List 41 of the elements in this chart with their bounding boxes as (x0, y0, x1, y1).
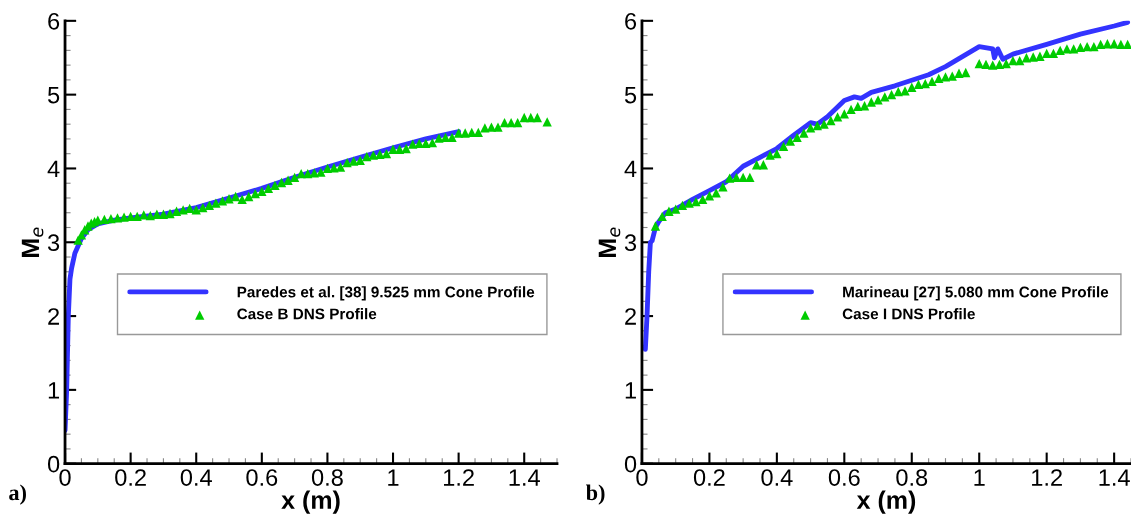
y-tick-label: 0 (47, 455, 60, 473)
x-tick-label: 1.2 (1032, 469, 1062, 486)
x-tick-label: 0.8 (311, 469, 343, 486)
x-tick-label: 1 (974, 469, 985, 486)
legend-label: Case B DNS Profile (237, 308, 377, 320)
text: b) (586, 484, 605, 505)
x-tick-label: 0.4 (761, 469, 793, 486)
text: a) (9, 484, 26, 505)
y-tick-label: 4 (47, 160, 60, 178)
x-tick-label: 0.2 (693, 469, 725, 486)
x-tick-label: 0 (59, 469, 71, 486)
y-tick-label: 5 (624, 86, 637, 104)
y-tick-label: 1 (625, 382, 636, 399)
x-tick-label: 0.6 (828, 469, 860, 486)
legend-label: Marineau [27] 5.080 mm Cone Profile (843, 286, 1109, 301)
x-tick-label: 0.8 (896, 469, 928, 486)
x-tick-label: 0.4 (180, 469, 212, 486)
y-tick-label: 4 (624, 160, 637, 178)
y-tick-label: 0 (624, 455, 637, 473)
x-tick-label: 0 (636, 469, 648, 486)
x-tick-label: 1.2 (444, 469, 474, 486)
x-tick-label: 0.2 (115, 469, 146, 486)
y-tick-label: 2 (48, 308, 59, 325)
x-tick-label: 1 (388, 469, 399, 486)
x-axis-title: x (m) (856, 490, 916, 514)
x-axis-title: x (m) (281, 490, 340, 514)
y-axis-title: M$_{e}$ (598, 227, 621, 257)
y-tick-label: 5 (47, 86, 60, 104)
legend-label: Case I DNS Profile (842, 308, 975, 320)
y-tick-label: 3 (47, 234, 60, 252)
legend-label: Paredes et al. [38] 9.525 mm Cone Profile (237, 286, 535, 301)
x-tick-label: 0.6 (246, 469, 278, 486)
y-tick-label: 3 (624, 234, 637, 252)
x-tick-label: 1.4 (509, 469, 540, 486)
y-tick-label: 6 (48, 12, 60, 30)
y-tick-label: 2 (625, 308, 636, 325)
y-tick-label: 1 (48, 382, 60, 399)
y-axis-title: M$_{e}$ (21, 227, 44, 257)
line-series (642, 20, 1131, 352)
x-tick-label: 1.4 (1099, 469, 1130, 486)
y-tick-label: 6 (625, 12, 637, 30)
